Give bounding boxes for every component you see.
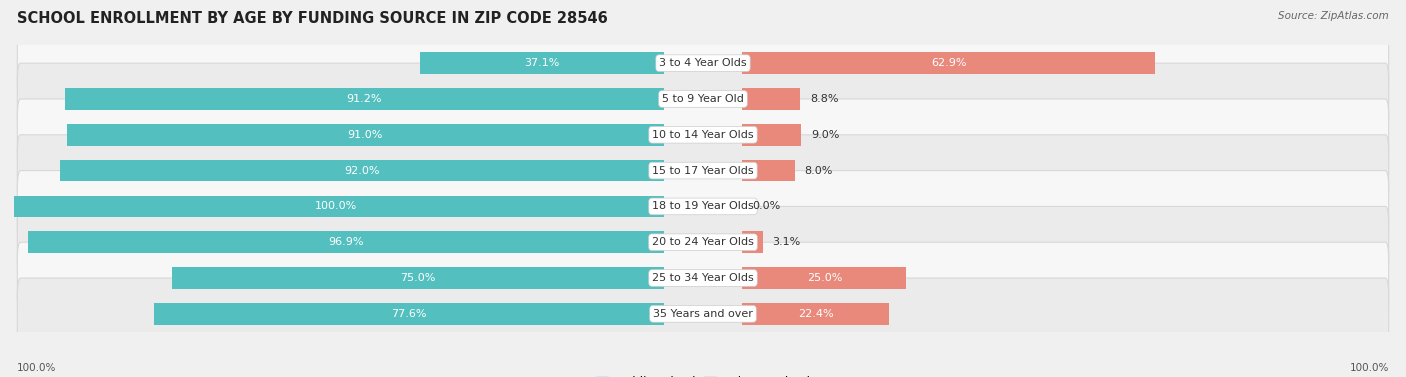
FancyBboxPatch shape [17,242,1389,314]
Bar [7,196,664,217]
Bar [155,303,664,325]
Bar [742,160,794,181]
Text: 77.6%: 77.6% [391,309,427,319]
FancyBboxPatch shape [17,135,1389,207]
Text: 20 to 24 Year Olds: 20 to 24 Year Olds [652,237,754,247]
Text: 9.0%: 9.0% [811,130,839,140]
Legend: Public School, Private School: Public School, Private School [596,376,810,377]
Bar [742,124,801,146]
Text: Source: ZipAtlas.com: Source: ZipAtlas.com [1278,11,1389,21]
FancyBboxPatch shape [17,278,1389,350]
Text: 25 to 34 Year Olds: 25 to 34 Year Olds [652,273,754,283]
Text: 96.9%: 96.9% [328,237,364,247]
Text: 37.1%: 37.1% [524,58,560,68]
FancyBboxPatch shape [17,63,1389,135]
Bar [65,88,664,110]
Text: 100.0%: 100.0% [1350,363,1389,373]
Bar [742,231,762,253]
FancyBboxPatch shape [17,28,1389,99]
Text: 91.2%: 91.2% [347,94,382,104]
FancyBboxPatch shape [17,207,1389,278]
Text: 15 to 17 Year Olds: 15 to 17 Year Olds [652,166,754,176]
Text: 3 to 4 Year Olds: 3 to 4 Year Olds [659,58,747,68]
Bar [742,88,800,110]
Text: 0.0%: 0.0% [752,201,780,211]
Text: 35 Years and over: 35 Years and over [652,309,754,319]
Text: 62.9%: 62.9% [931,58,966,68]
Text: 5 to 9 Year Old: 5 to 9 Year Old [662,94,744,104]
Bar [742,52,1156,74]
Bar [60,160,664,181]
Bar [28,231,664,253]
Text: 18 to 19 Year Olds: 18 to 19 Year Olds [652,201,754,211]
Text: 75.0%: 75.0% [399,273,436,283]
Text: 3.1%: 3.1% [772,237,801,247]
Bar [420,52,664,74]
Text: 100.0%: 100.0% [315,201,357,211]
Text: 22.4%: 22.4% [799,309,834,319]
FancyBboxPatch shape [17,99,1389,171]
Text: 25.0%: 25.0% [807,273,842,283]
Text: 92.0%: 92.0% [344,166,380,176]
Text: 8.0%: 8.0% [804,166,834,176]
Text: 8.8%: 8.8% [810,94,838,104]
Bar [742,303,890,325]
Bar [66,124,664,146]
FancyBboxPatch shape [17,171,1389,242]
Text: SCHOOL ENROLLMENT BY AGE BY FUNDING SOURCE IN ZIP CODE 28546: SCHOOL ENROLLMENT BY AGE BY FUNDING SOUR… [17,11,607,26]
Text: 100.0%: 100.0% [17,363,56,373]
Text: 10 to 14 Year Olds: 10 to 14 Year Olds [652,130,754,140]
Bar [172,267,664,289]
Bar [742,267,907,289]
Text: 91.0%: 91.0% [347,130,382,140]
